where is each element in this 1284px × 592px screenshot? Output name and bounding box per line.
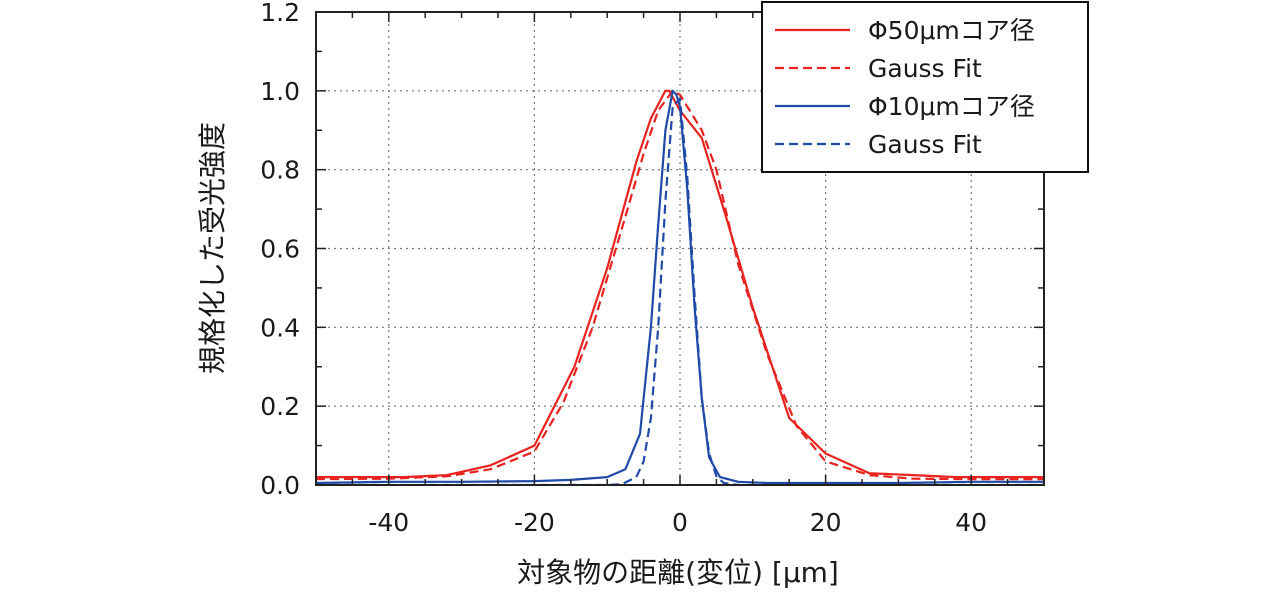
y-tick-label: 1.2	[260, 0, 300, 27]
legend-label: Φ10μmコア径	[868, 92, 1035, 121]
y-tick-label: 1.0	[260, 77, 300, 106]
x-tick-label: -40	[368, 508, 409, 537]
x-tick-label: 20	[810, 508, 842, 537]
y-tick-label: 0.6	[260, 235, 300, 264]
x-tick-label: 40	[955, 508, 987, 537]
ticks	[315, 11, 1045, 486]
legend: Φ50μmコア径 Gauss Fit Φ10μmコア径 Gauss Fit	[761, 1, 1089, 173]
legend-label: Φ50μmコア径	[868, 16, 1035, 45]
y-tick-label: 0.2	[260, 392, 300, 421]
series-line-1	[316, 89, 1044, 479]
legend-label: Gauss Fit	[868, 130, 982, 159]
y-tick-label: 0.0	[260, 471, 300, 500]
x-tick-label: -20	[514, 508, 555, 537]
legend-label: Gauss Fit	[868, 54, 982, 83]
x-axis-label: 対象物の距離(変位) [μm]	[517, 556, 839, 589]
series-line-2	[316, 89, 1044, 481]
y-tick-label: 0.4	[260, 313, 300, 342]
legend-box	[761, 1, 1089, 173]
series-line-4	[316, 97, 1044, 485]
x-tick-label: 0	[672, 508, 688, 537]
y-axis-label: 規格化した受光強度	[196, 122, 229, 374]
x-tick-labels: -40 -20 0 20 40	[368, 508, 987, 537]
y-tick-label: 0.8	[260, 156, 300, 185]
y-tick-labels: 0.0 0.2 0.4 0.6 0.8 1.0 1.2	[260, 0, 300, 500]
